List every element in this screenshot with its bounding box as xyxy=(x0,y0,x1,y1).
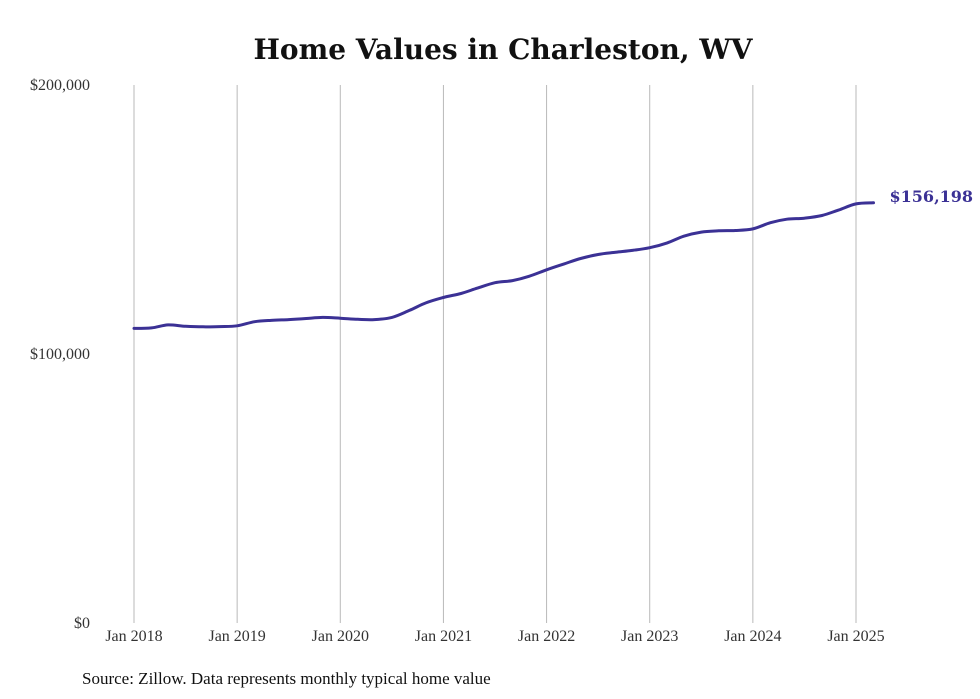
x-tick-label: Jan 2019 xyxy=(208,628,265,645)
x-tick-label: Jan 2024 xyxy=(724,628,781,645)
chart-title: Home Values in Charleston, WV xyxy=(253,33,753,66)
x-tick-label: Jan 2022 xyxy=(518,628,575,645)
x-tick-label: Jan 2025 xyxy=(827,628,884,645)
y-tick-label: $0 xyxy=(74,615,90,632)
latest-value-label: $156,198 xyxy=(890,187,974,206)
y-axis-tick-labels: $0 $100,000 $200,000 xyxy=(30,77,90,632)
x-tick-label: Jan 2020 xyxy=(312,628,369,645)
y-tick-label: $100,000 xyxy=(30,346,90,363)
x-axis-tick-labels: Jan 2018 Jan 2019 Jan 2020 Jan 2021 Jan 2022… xyxy=(105,628,884,645)
home-value-line xyxy=(132,201,875,330)
vertical-grid xyxy=(133,85,857,623)
source-note: Source: Zillow. Data represents monthly … xyxy=(82,669,491,688)
x-tick-label: Jan 2021 xyxy=(415,628,472,645)
x-tick-label: Jan 2023 xyxy=(621,628,678,645)
x-tick-label: Jan 2018 xyxy=(105,628,162,645)
y-tick-label: $200,000 xyxy=(30,77,90,94)
